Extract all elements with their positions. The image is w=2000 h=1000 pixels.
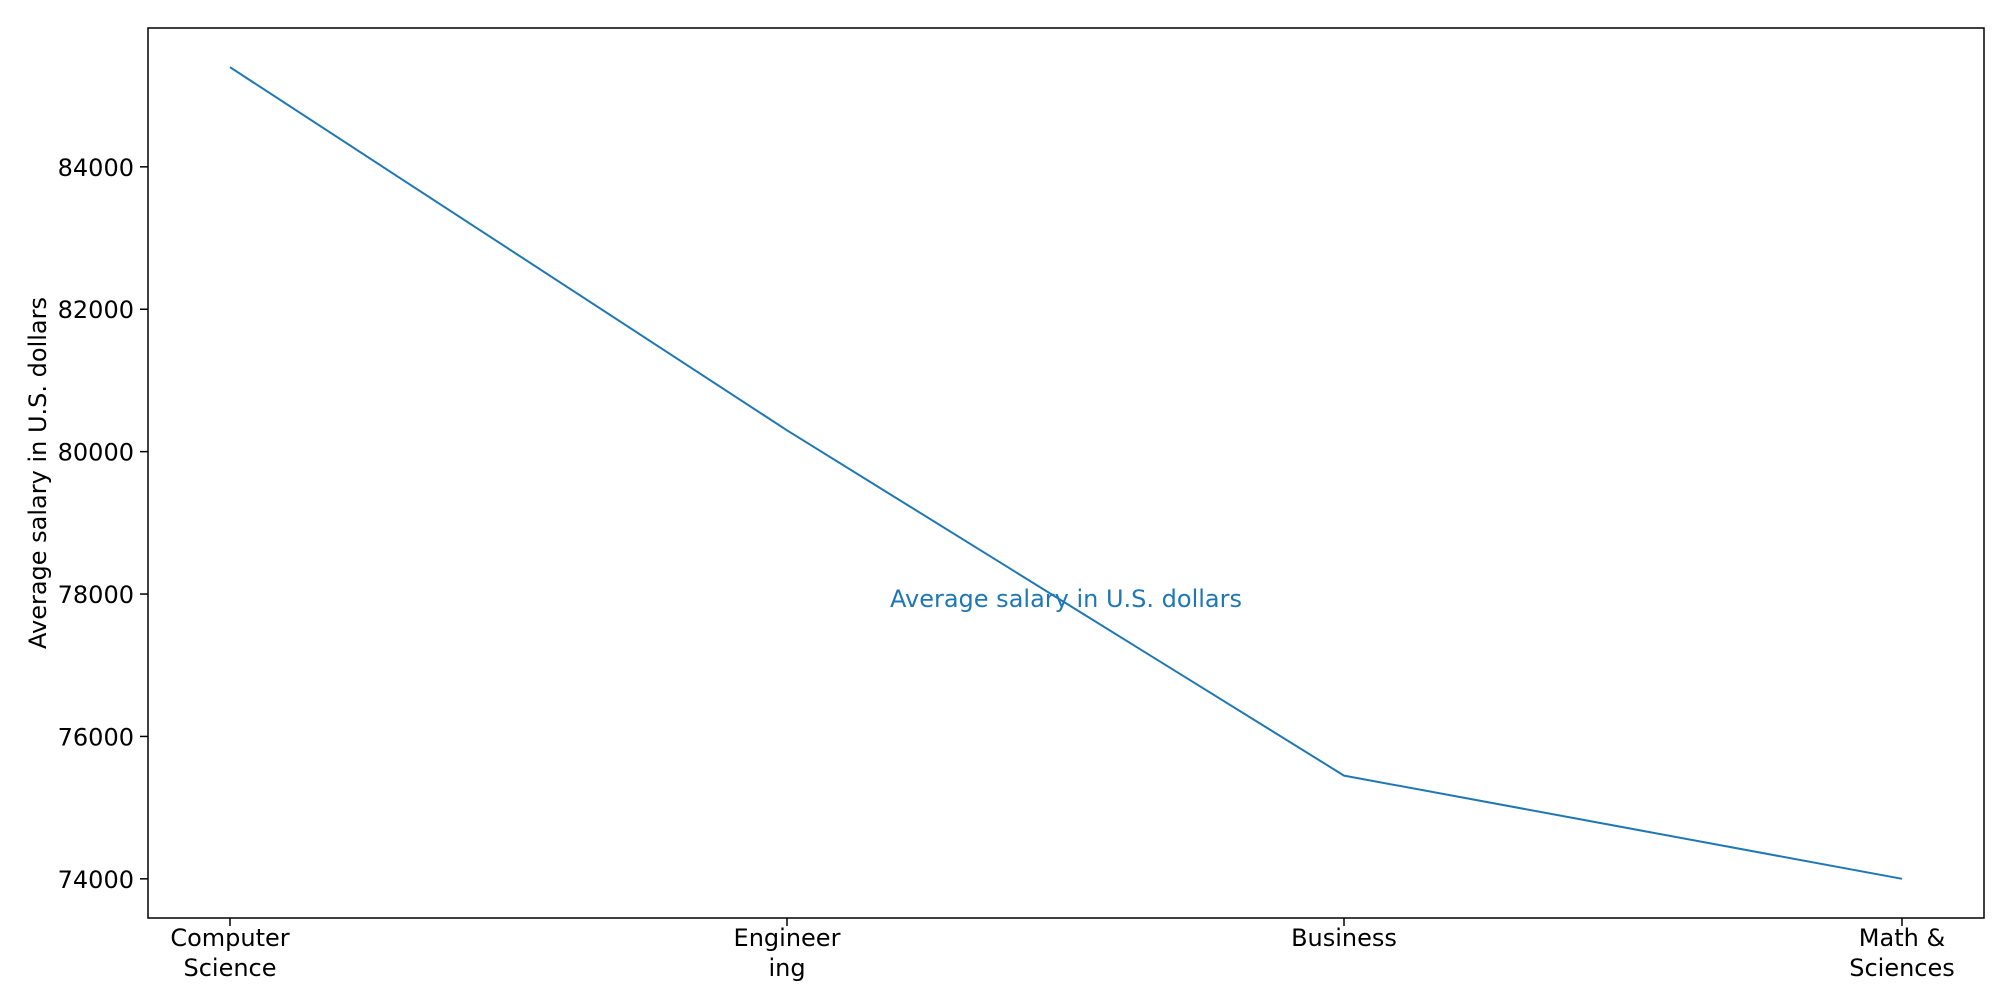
x-tick-label: Computer: [170, 924, 289, 952]
x-tick-label: Science: [183, 954, 276, 982]
y-tick-label: 80000: [58, 439, 134, 467]
y-tick-label: 76000: [58, 723, 134, 751]
series-line: [229, 66, 1903, 880]
y-tick-label: 78000: [58, 581, 134, 609]
y-tick-label: 74000: [58, 866, 134, 894]
x-tick-label: Sciences: [1849, 954, 1955, 982]
x-tick-label: Engineer: [734, 924, 841, 952]
y-axis-label: Average salary in U.S. dollars: [24, 297, 52, 649]
plot-background: [148, 28, 1984, 918]
x-tick-label: Math &: [1859, 924, 1945, 952]
annotation-label: Average salary in U.S. dollars: [890, 585, 1242, 613]
y-tick-label: 82000: [58, 296, 134, 324]
y-tick-label: 84000: [58, 154, 134, 182]
x-tick-label: Business: [1291, 924, 1397, 952]
y-axis-ticks: 74000 76000 78000 80000 82000 84000: [58, 154, 148, 894]
x-tick-label: ing: [768, 954, 805, 982]
plot-frame: [147, 27, 1985, 919]
